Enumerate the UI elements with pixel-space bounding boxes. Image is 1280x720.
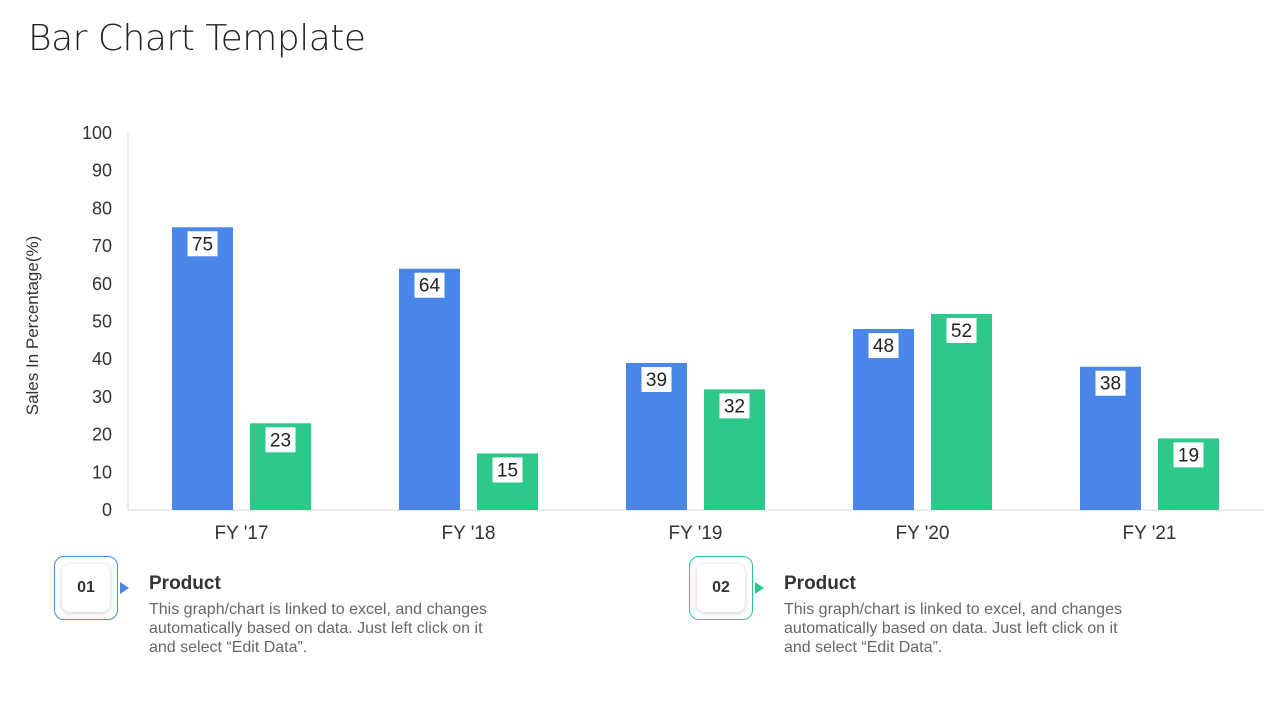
y-axis-label: Sales In Percentage(%)	[23, 236, 42, 416]
bar-series2-3	[931, 313, 992, 510]
data-label: 38	[1100, 374, 1121, 395]
y-tick-label: 80	[92, 198, 112, 218]
y-tick-label: 40	[92, 349, 112, 369]
pointer-arrow-icon	[120, 582, 129, 594]
y-tick-label: 10	[92, 462, 112, 482]
bar-series1-3	[853, 329, 914, 510]
bar-series1-1	[399, 268, 460, 510]
data-label-box	[946, 317, 977, 343]
y-tick-label: 0	[102, 500, 112, 520]
data-label-box	[1095, 370, 1126, 396]
pointer-arrow-icon	[755, 582, 764, 594]
x-tick-label: FY '17	[215, 523, 269, 544]
y-tick-label: 70	[92, 236, 112, 256]
info-card-2: 02 Product This graph/chart is linked to…	[689, 556, 1169, 656]
data-label: 52	[951, 321, 972, 342]
data-label: 39	[646, 370, 667, 391]
data-label-box	[868, 333, 899, 359]
number-badge-2: 02	[689, 556, 753, 620]
y-tick-label: 100	[82, 123, 112, 143]
y-tick-label: 30	[92, 387, 112, 407]
page-title: Bar Chart Template	[28, 18, 366, 59]
data-label-box	[265, 427, 296, 453]
badge-number-2: 02	[697, 564, 745, 612]
info-card-1: 01 Product This graph/chart is linked to…	[54, 556, 534, 656]
x-tick-label: FY '20	[896, 523, 950, 544]
bar-chart: 0 10 20 30 40 50 60 70 80 90 100 Sales In Percentag…	[23, 123, 1264, 544]
y-tick-label: 20	[92, 425, 112, 445]
data-label: 64	[419, 276, 441, 297]
bar-series1-0	[172, 227, 233, 510]
info-text-1: This graph/chart is linked to excel, and…	[149, 601, 487, 656]
data-label-box	[1173, 442, 1204, 468]
x-tick-label: FY '19	[669, 523, 723, 544]
y-tick-label: 90	[92, 161, 112, 181]
y-tick-label: 50	[92, 312, 112, 332]
data-label: 48	[873, 336, 894, 357]
data-label-box	[641, 366, 672, 392]
data-label: 75	[192, 234, 213, 255]
data-label: 15	[497, 460, 518, 481]
x-tick-label: FY '21	[1123, 523, 1177, 544]
y-tick-label: 60	[92, 274, 112, 294]
data-label-box	[187, 231, 218, 257]
info-title-2: Product	[784, 573, 856, 594]
x-tick-label: FY '18	[442, 523, 496, 544]
info-title-1: Product	[149, 573, 221, 594]
data-label: 23	[270, 430, 291, 451]
data-label-box	[492, 457, 523, 483]
badge-number-1: 01	[62, 564, 110, 612]
data-label: 19	[1178, 445, 1199, 466]
info-text-2: This graph/chart is linked to excel, and…	[784, 601, 1122, 656]
number-badge-1: 01	[54, 556, 118, 620]
data-label: 32	[724, 396, 745, 417]
data-label-box	[719, 393, 750, 419]
data-label-box	[414, 272, 445, 298]
